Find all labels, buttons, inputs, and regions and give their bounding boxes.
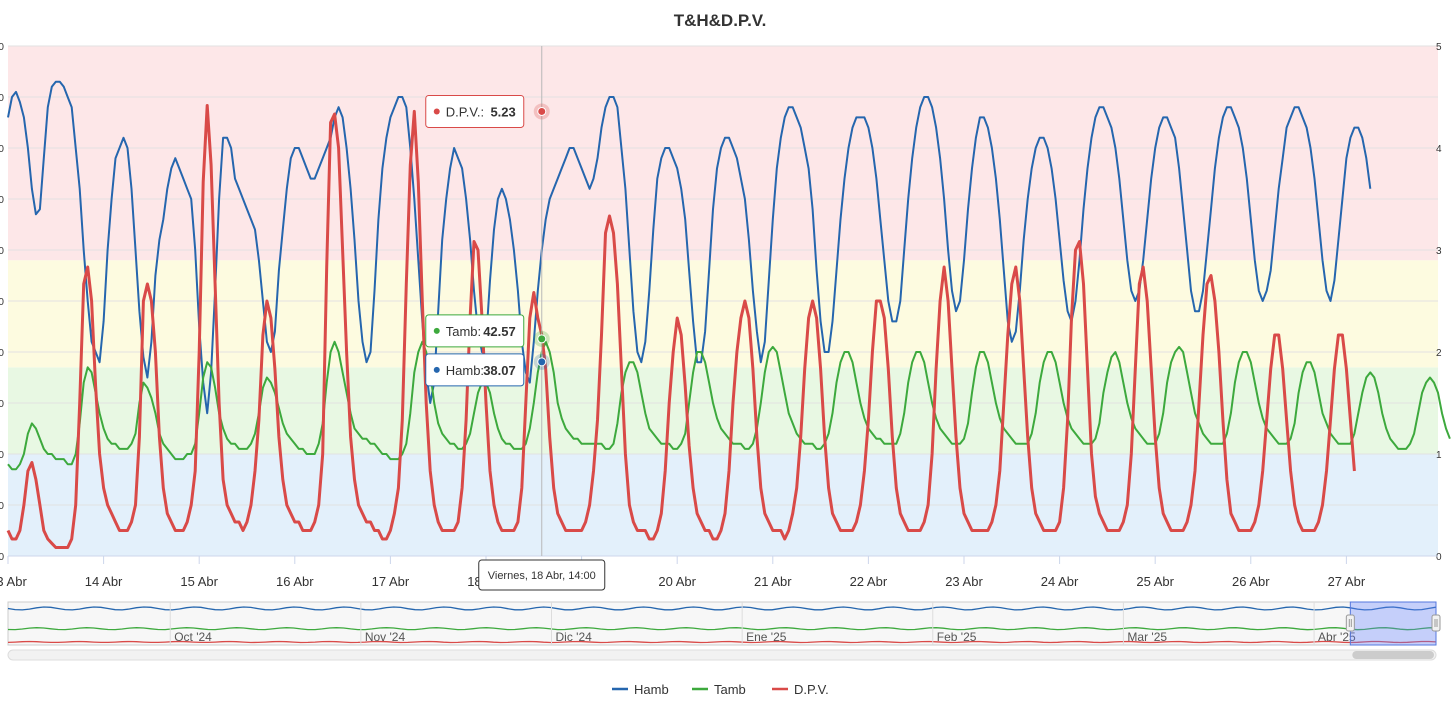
navigator-label: Mar '25 [1127, 630, 1167, 644]
navigator-label: Ene '25 [746, 630, 787, 644]
navigator-series-line [7, 627, 1437, 631]
x-tick-label: 15 Abr [180, 574, 218, 589]
y-right-tick-label: 0 [1436, 552, 1442, 563]
y-right-tick-label: 1 [1436, 450, 1442, 461]
y-left-tick-label: 50 [0, 297, 4, 308]
legend-item[interactable]: Tamb [692, 682, 746, 697]
series-line-tamb [7, 340, 1451, 471]
y-left-tick-label: 10 [0, 501, 4, 512]
navigator-series-line [7, 606, 1437, 611]
x-tick-label: 13 Abr [0, 574, 27, 589]
y-right-tick-label: 5 [1436, 42, 1442, 53]
navigator-label: Nov '24 [365, 630, 406, 644]
tooltip-value: 38.07 [483, 363, 516, 378]
legend-label: Hamb [634, 682, 669, 697]
y-right-tick-label: 2 [1436, 348, 1442, 359]
y-left-tick-label: 100 [0, 42, 4, 53]
y-right-tick-label: 3 [1436, 246, 1442, 257]
navigator-label: Dic '24 [555, 630, 592, 644]
x-tick-label: 26 Abr [1232, 574, 1270, 589]
plot-band [8, 260, 1438, 368]
navigator[interactable]: Oct '24 Nov '24 Dic '24 Ene '25 Feb '25 Mar '… [7, 601, 1441, 661]
point-marker [537, 106, 547, 116]
tooltip-box [425, 353, 525, 387]
tooltip-box [425, 94, 525, 128]
x-tick-label: 17 Abr [372, 574, 410, 589]
navigator-selection[interactable] [1349, 601, 1437, 646]
y-left-tick-label: 90 [0, 93, 4, 104]
navigator-label: Abr '25 [1318, 630, 1356, 644]
x-tick-label: 21 Abr [754, 574, 792, 589]
tooltip-label: Hamb: [446, 363, 484, 378]
series-lines [6, 80, 1451, 549]
y-left-tick-label: 30 [0, 399, 4, 410]
legend-label: Tamb [714, 682, 746, 697]
x-tick-label: 23 Abr [945, 574, 983, 589]
navigator-handle-left[interactable] [1345, 614, 1355, 632]
legend-item[interactable]: D.P.V. [772, 682, 829, 697]
x-tick-label: 16 Abr [276, 574, 314, 589]
tooltips: D.P.V.: 5.23 Tamb: 42.57 Hamb: 38.07 [425, 94, 550, 387]
tooltip-value: 5.23 [490, 104, 515, 119]
y-axis-right: 0 1 2 3 4 5 [1436, 42, 1442, 563]
navigator-series-line [7, 640, 1437, 644]
y-right-tick-label: 4 [1436, 144, 1442, 155]
y-left-tick-label: 60 [0, 246, 4, 257]
tooltip-label: Tamb: [446, 324, 481, 339]
series-line-dpv [6, 104, 1356, 549]
tooltip-dot [433, 327, 440, 334]
chart-title: T&H&D.P.V. [674, 11, 767, 30]
point-marker [537, 357, 547, 367]
tooltip-box [425, 314, 525, 348]
y-left-tick-label: 0 [0, 552, 4, 563]
plot-band [8, 46, 1438, 261]
scrollbar-thumb[interactable] [1352, 651, 1434, 659]
series-line-hamb [7, 80, 1372, 415]
x-tick-label: 20 Abr [658, 574, 696, 589]
navigator-handle-right[interactable] [1431, 614, 1441, 632]
x-tick-label: 25 Abr [1136, 574, 1174, 589]
navigator-label: Feb '25 [937, 630, 977, 644]
y-left-tick-label: 20 [0, 450, 4, 461]
crosshair: Viernes, 18 Abr, 14:00 [478, 46, 606, 591]
crosshair-label-box [478, 559, 606, 591]
legend-label: D.P.V. [794, 682, 829, 697]
scrollbar-track [7, 649, 1437, 661]
tooltip-value: 42.57 [483, 324, 516, 339]
point-marker [537, 334, 547, 344]
x-tick-label: 14 Abr [85, 574, 123, 589]
y-left-tick-label: 40 [0, 348, 4, 359]
navigator-label: Oct '24 [174, 630, 212, 644]
crosshair-label: Viernes, 18 Abr, 14:00 [488, 570, 596, 582]
tooltip-label: D.P.V.: [446, 104, 484, 119]
legend-item[interactable]: Hamb [612, 682, 669, 697]
tooltip-dot [433, 366, 440, 373]
x-tick-label: 22 Abr [850, 574, 888, 589]
x-tick-label: 24 Abr [1041, 574, 1079, 589]
tooltip-dot [433, 108, 440, 115]
y-left-tick-label: 70 [0, 195, 4, 206]
y-axis-left: 0 10 20 30 40 50 60 70 80 90 100 [0, 42, 4, 563]
y-left-tick-label: 80 [0, 144, 4, 155]
legend: Hamb Tamb D.P.V. [612, 682, 829, 697]
x-tick-label: 27 Abr [1328, 574, 1366, 589]
navigator-area [7, 601, 1437, 646]
